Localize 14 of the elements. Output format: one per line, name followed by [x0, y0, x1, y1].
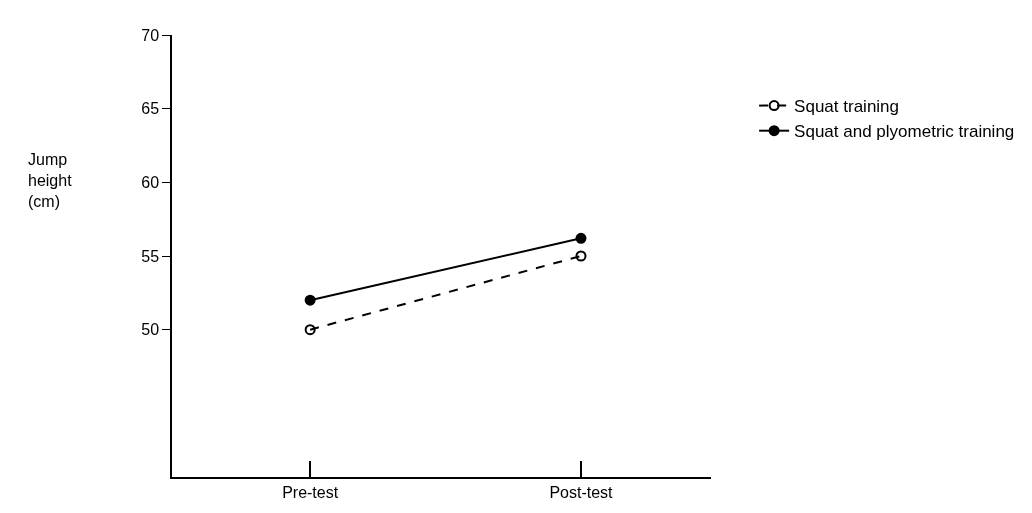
x-tick-label: Pre-test: [282, 483, 339, 501]
legend-label: Squat and plyometric training: [794, 122, 1015, 142]
y-tick-label: 55: [141, 247, 160, 265]
y-tick-label: 65: [141, 100, 160, 118]
point: [304, 294, 316, 306]
y-tick-label: 50: [141, 321, 160, 339]
legend-label: Squat training: [794, 97, 900, 117]
y-axis-title: Jump height (cm): [28, 151, 73, 210]
y-tick-label: 70: [141, 26, 160, 44]
point: [575, 250, 587, 262]
y-tick-label: 60: [141, 173, 160, 191]
point: [575, 232, 587, 244]
point: [304, 324, 316, 336]
x-tick-label: Post-test: [549, 483, 614, 501]
